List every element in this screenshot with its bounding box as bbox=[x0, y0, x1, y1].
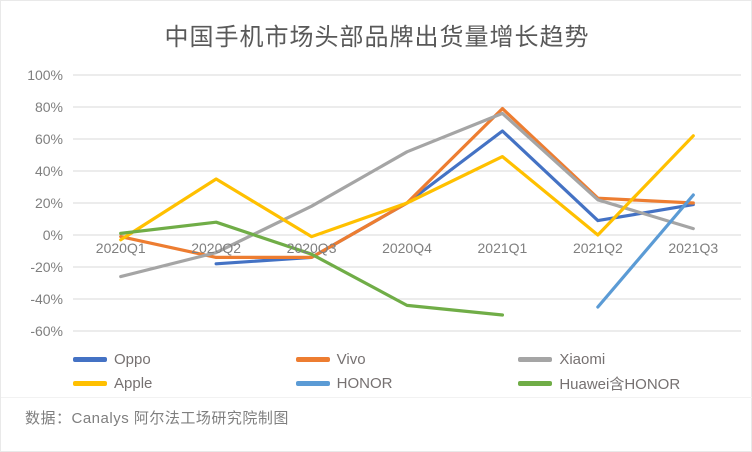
x-axis-tick-labels: 2020Q1 2020Q2 2020Q3 2020Q4 2021Q1 2021Q2 2021… bbox=[96, 240, 719, 256]
y-axis-tick-label: 100% bbox=[27, 67, 63, 83]
chart-legend: Oppo Vivo Xiaomi Apple HONOR Huawei含HONOR bbox=[73, 349, 741, 394]
y-axis-tick-labels: 100% 80% 60% 40% 20% 0% -20% -40% -60% bbox=[27, 67, 63, 339]
legend-label: Xiaomi bbox=[559, 351, 606, 368]
series-line-xiaomi bbox=[119, 111, 695, 279]
series-line-honor bbox=[596, 193, 695, 309]
legend-color-swatch bbox=[295, 381, 330, 386]
y-axis-tick-label: 40% bbox=[35, 163, 63, 179]
y-axis-tick-label: 60% bbox=[35, 131, 63, 147]
legend-item-apple[interactable]: Apple bbox=[73, 375, 296, 392]
page-title: 中国手机市场头部品牌出货量增长趋势 bbox=[164, 24, 590, 51]
legend-item-vivo[interactable]: Vivo bbox=[295, 351, 519, 368]
series-lines bbox=[119, 107, 695, 317]
x-axis-tick-label: 2020Q4 bbox=[382, 240, 432, 256]
y-axis-tick-label: 80% bbox=[35, 99, 63, 115]
legend-label: Oppo bbox=[114, 351, 151, 368]
y-axis-tick-label: 20% bbox=[35, 195, 63, 211]
x-axis-tick-label: 2021Q1 bbox=[478, 240, 528, 256]
legend-color-swatch bbox=[518, 381, 553, 386]
legend-label: HONOR bbox=[336, 375, 393, 392]
legend-label: Apple bbox=[114, 375, 153, 392]
legend-color-swatch bbox=[73, 381, 107, 386]
x-axis-tick-label: 2020Q1 bbox=[96, 240, 146, 256]
x-axis-tick-label: 2021Q2 bbox=[573, 240, 623, 256]
y-axis-tick-label: 0% bbox=[43, 227, 63, 243]
legend-label: Vivo bbox=[336, 351, 366, 368]
legend-item-honor[interactable]: HONOR bbox=[295, 375, 519, 392]
y-axis-tick-label: -60% bbox=[30, 323, 63, 339]
legend-label: Huawei含HONOR bbox=[559, 376, 681, 393]
legend-item-xiaomi[interactable]: Xiaomi bbox=[518, 351, 741, 368]
legend-color-swatch bbox=[295, 357, 330, 362]
x-axis-tick-label: 2020Q3 bbox=[287, 240, 337, 256]
y-axis-tick-label: -40% bbox=[30, 291, 63, 307]
legend-color-swatch bbox=[73, 357, 107, 362]
footer-divider bbox=[1, 397, 752, 398]
series-line-apple bbox=[119, 134, 695, 242]
line-chart-svg: 100%80%60%40%20%0%-20%-40%-60% 2020Q1 202… bbox=[27, 67, 741, 339]
x-axis-tick-label: 2020Q2 bbox=[191, 240, 241, 256]
plot-area: 100% 80% 60% 40% 20% 0% -20% -40% -60% 2020Q1 202… bbox=[1, 63, 752, 345]
data-source-note: 数据：Canalys 阿尔法工场研究院制图 bbox=[25, 410, 289, 427]
y-axis-tick-label: -20% bbox=[30, 259, 63, 275]
series-line-huawei含honor bbox=[119, 220, 505, 317]
legend-color-swatch bbox=[518, 357, 553, 362]
legend-item-oppo[interactable]: Oppo bbox=[73, 351, 296, 368]
x-axis-tick-label: 2021Q3 bbox=[668, 240, 718, 256]
legend-item-huawei含honor[interactable]: Huawei含HONOR bbox=[518, 373, 741, 394]
